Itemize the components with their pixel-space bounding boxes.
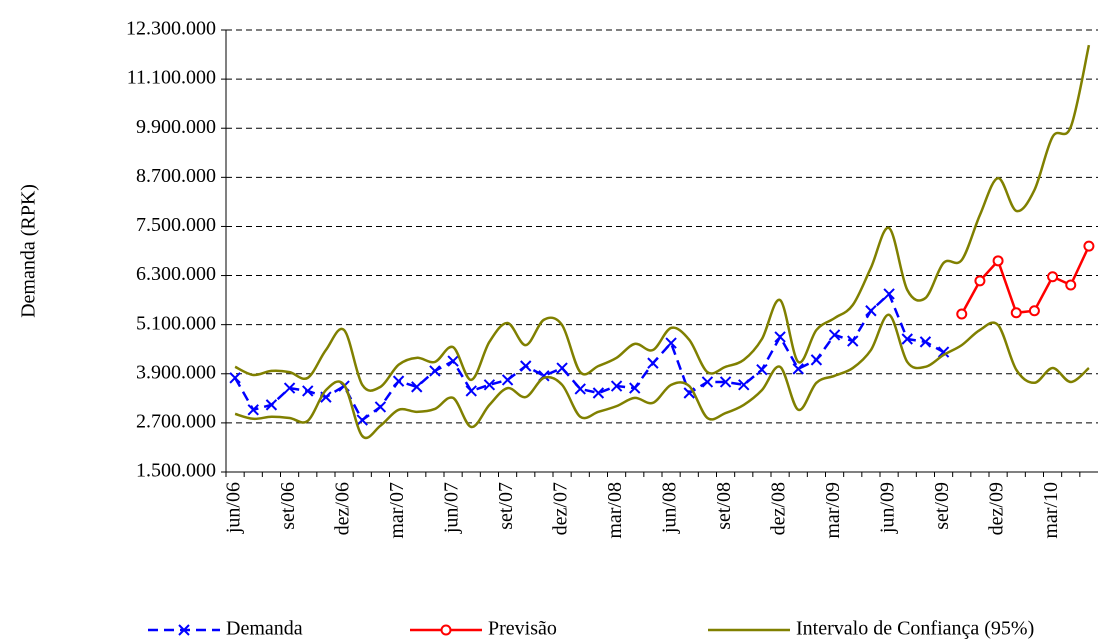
- marker: [901, 333, 913, 345]
- marker: [1010, 307, 1022, 319]
- y-tick-label: 11.100.000: [127, 67, 216, 89]
- legend-marker: [440, 624, 452, 636]
- marker: [719, 376, 732, 388]
- legend-label: Previsão: [488, 618, 557, 639]
- marker: [738, 379, 750, 391]
- marker: [1047, 271, 1059, 283]
- marker: [447, 355, 459, 367]
- marker: [556, 362, 568, 374]
- marker: [247, 404, 259, 416]
- marker: [501, 374, 514, 386]
- marker: [610, 380, 623, 392]
- marker: [919, 336, 932, 348]
- marker: [810, 354, 823, 366]
- band-upper: [234, 44, 1091, 392]
- x-tick-label: set/06: [277, 482, 299, 530]
- y-tick-label: 7.500.000: [136, 214, 216, 236]
- marker: [701, 376, 714, 388]
- marker: [847, 335, 859, 347]
- legend-label: Intervalo de Confiança (95%): [796, 618, 1034, 639]
- y-tick-label: 8.700.000: [136, 165, 216, 187]
- marker: [629, 382, 641, 394]
- x-tick-label: jun/07: [441, 482, 463, 534]
- marker: [302, 385, 314, 397]
- x-tick-label: set/08: [713, 482, 735, 530]
- x-tick-label: jun/06: [223, 482, 245, 534]
- y-tick-label: 2.700.000: [136, 410, 216, 432]
- x-tick-label: mar/07: [386, 482, 408, 539]
- marker: [520, 360, 532, 372]
- x-tick-label: dez/08: [768, 482, 790, 535]
- marker: [392, 375, 405, 387]
- marker: [774, 331, 786, 343]
- marker: [574, 383, 586, 395]
- marker: [665, 337, 677, 349]
- marker: [883, 288, 895, 300]
- y-tick-label: 12.300.000: [126, 18, 216, 40]
- marker: [828, 329, 841, 341]
- marker: [265, 399, 278, 411]
- marker: [1083, 240, 1095, 252]
- x-tick-label: set/09: [931, 482, 953, 530]
- x-tick-label: mar/08: [604, 482, 626, 539]
- x-tick-label: jun/09: [877, 482, 899, 534]
- marker: [411, 381, 423, 393]
- marker: [1065, 279, 1077, 291]
- marker: [956, 308, 968, 320]
- marker: [974, 275, 986, 287]
- x-tick-label: dez/06: [332, 482, 354, 535]
- legend-label: Demanda: [226, 618, 303, 639]
- marker: [992, 255, 1004, 267]
- marker: [937, 346, 950, 358]
- marker: [283, 382, 296, 394]
- marker: [792, 363, 804, 375]
- marker: [647, 357, 659, 369]
- y-tick-label: 6.300.000: [136, 263, 216, 285]
- x-tick-label: jun/08: [659, 482, 681, 534]
- marker: [592, 387, 605, 399]
- y-tick-label: 5.100.000: [136, 312, 216, 334]
- x-tick-label: mar/09: [822, 482, 844, 539]
- legend-marker: [178, 624, 190, 636]
- x-tick-label: mar/10: [1040, 482, 1062, 539]
- x-tick-label: set/07: [495, 482, 517, 530]
- series-line: [233, 291, 945, 422]
- marker: [465, 385, 477, 397]
- y-axis-label: Demanda (RPK): [18, 184, 40, 318]
- marker: [356, 414, 368, 426]
- marker: [374, 401, 387, 413]
- marker: [229, 372, 241, 384]
- y-tick-label: 1.500.000: [136, 460, 216, 482]
- y-tick-label: 3.900.000: [136, 361, 216, 383]
- marker: [483, 379, 496, 391]
- x-tick-label: dez/09: [986, 482, 1008, 535]
- marker: [865, 305, 877, 317]
- marker: [756, 363, 768, 376]
- marker: [1028, 305, 1040, 317]
- y-tick-label: 9.900.000: [136, 116, 216, 138]
- x-tick-label: dez/07: [550, 482, 572, 535]
- marker: [429, 365, 441, 377]
- band-lower: [234, 313, 1090, 440]
